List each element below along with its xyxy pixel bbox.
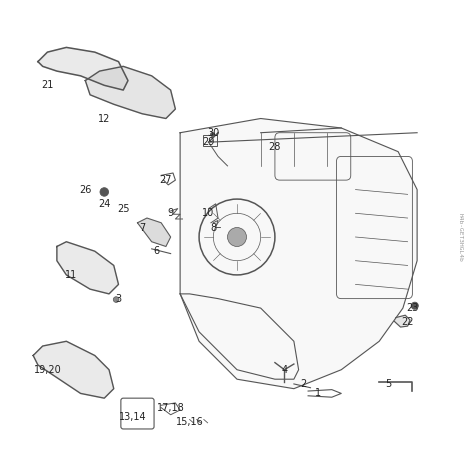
Text: 17,18: 17,18 (157, 402, 184, 413)
Text: 5: 5 (385, 379, 392, 389)
Text: 25: 25 (117, 203, 129, 214)
Ellipse shape (100, 188, 109, 196)
Text: 9: 9 (168, 208, 173, 219)
Text: 28: 28 (269, 142, 281, 152)
Polygon shape (57, 242, 118, 294)
Text: 13,14: 13,14 (119, 412, 146, 422)
Ellipse shape (113, 297, 119, 302)
Polygon shape (180, 118, 417, 389)
Polygon shape (85, 66, 175, 118)
Text: 1: 1 (315, 388, 320, 399)
Text: 24: 24 (98, 199, 110, 209)
Text: 30: 30 (207, 128, 219, 138)
Ellipse shape (228, 228, 246, 246)
Text: 6: 6 (154, 246, 159, 256)
Text: 7: 7 (139, 222, 146, 233)
Ellipse shape (411, 302, 418, 310)
Text: 10: 10 (202, 208, 215, 219)
Text: 29: 29 (202, 137, 215, 147)
Polygon shape (394, 315, 410, 327)
Text: 23: 23 (406, 303, 419, 313)
Text: 2: 2 (300, 379, 307, 389)
Text: H4b-GET3HGL4b: H4b-GET3HGL4b (457, 213, 462, 261)
Text: 21: 21 (41, 80, 54, 91)
Text: 26: 26 (79, 184, 91, 195)
Text: 12: 12 (98, 113, 110, 124)
Polygon shape (33, 341, 114, 398)
Text: 19,20: 19,20 (34, 365, 61, 375)
Text: 22: 22 (401, 317, 414, 328)
Polygon shape (137, 218, 171, 246)
Text: 8: 8 (210, 222, 216, 233)
Text: 4: 4 (282, 365, 287, 375)
Text: 27: 27 (160, 175, 172, 185)
Text: 15,16: 15,16 (176, 417, 203, 427)
Text: 11: 11 (65, 270, 77, 280)
Polygon shape (38, 47, 128, 90)
Text: 3: 3 (116, 293, 121, 304)
